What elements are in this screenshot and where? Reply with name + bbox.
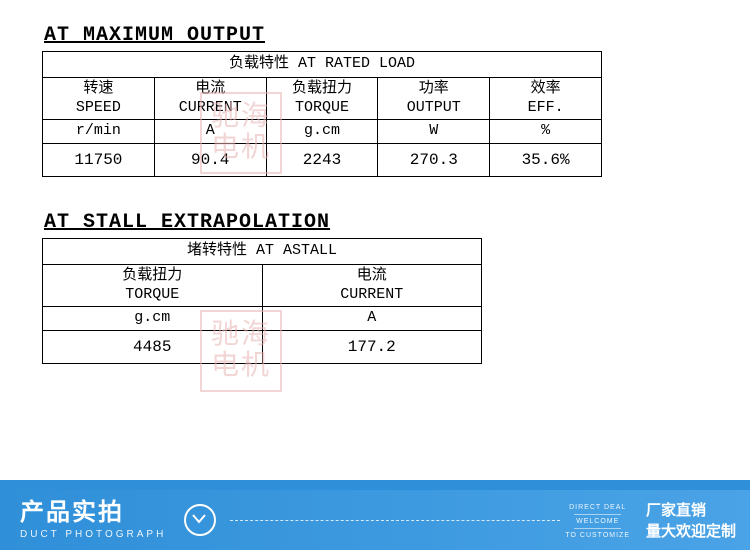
- section1-title: AT MAXIMUM OUTPUT: [44, 24, 708, 47]
- banner-divider: [230, 520, 560, 521]
- val2-current: 177.2: [262, 331, 482, 364]
- col2-torque-unit: g.cm: [43, 307, 263, 331]
- table2-header-bar: 堵转特性 AT ASTALL: [43, 239, 482, 265]
- col-eff-unit: %: [490, 120, 602, 144]
- col-current-unit: A: [154, 120, 266, 144]
- table1-header-bar: 负载特性 AT RATED LOAD: [43, 52, 602, 78]
- stall-table: 堵转特性 AT ASTALL 负载扭力 TORQUE 电流 CURRENT g.…: [42, 238, 482, 364]
- banner-title-en: DUCT PHOTOGRAPH: [20, 529, 166, 540]
- arrow-down-icon: [184, 504, 216, 536]
- col-speed-label: 转速 SPEED: [43, 77, 155, 120]
- val-speed: 11750: [43, 144, 155, 177]
- col-torque-label: 负载扭力 TORQUE: [266, 77, 378, 120]
- col2-current-unit: A: [262, 307, 482, 331]
- col-torque-unit: g.cm: [266, 120, 378, 144]
- col2-current-label: 电流 CURRENT: [262, 264, 482, 307]
- col-speed-unit: r/min: [43, 120, 155, 144]
- col-current-label: 电流 CURRENT: [154, 77, 266, 120]
- product-photo-banner: 产品实拍 DUCT PHOTOGRAPH DIRECT DEAL WELCOME…: [0, 480, 750, 550]
- col-output-label: 功率 OUTPUT: [378, 77, 490, 120]
- col2-torque-label: 负载扭力 TORQUE: [43, 264, 263, 307]
- rated-load-table: 负载特性 AT RATED LOAD 转速 SPEED 电流 CURRENT 负…: [42, 51, 602, 177]
- val-eff: 35.6%: [490, 144, 602, 177]
- col-eff-label: 效率 EFF.: [490, 77, 602, 120]
- val-torque: 2243: [266, 144, 378, 177]
- val-output: 270.3: [378, 144, 490, 177]
- banner-mid-text: DIRECT DEAL WELCOME TO CUSTOMIZE: [565, 502, 630, 542]
- val2-torque: 4485: [43, 331, 263, 364]
- banner-title-cn: 产品实拍: [20, 500, 166, 526]
- section2-title: AT STALL EXTRAPOLATION: [44, 211, 708, 234]
- col-output-unit: W: [378, 120, 490, 144]
- banner-right-text: 厂家直销 量大欢迎定制: [646, 500, 736, 542]
- val-current: 90.4: [154, 144, 266, 177]
